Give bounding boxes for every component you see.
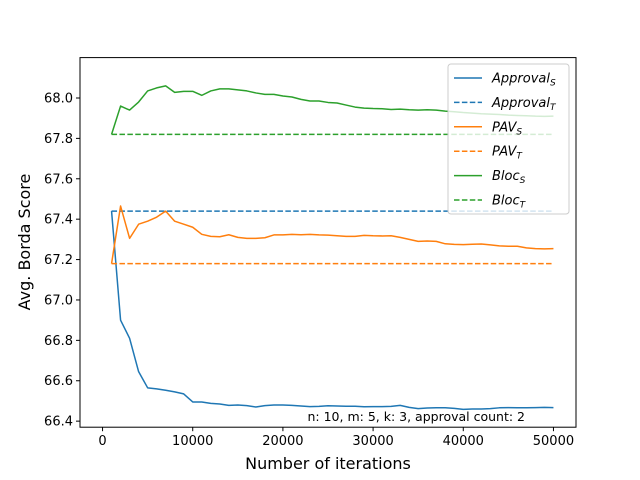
legend-label-base: Bloc <box>492 169 520 184</box>
legend-entry: BlocT <box>492 194 527 211</box>
x-tick-label: 30000 <box>352 434 393 449</box>
legend-label-subscript: T <box>550 103 557 113</box>
legend-label-subscript: T <box>520 201 527 211</box>
series-line-approval-s <box>110 211 554 411</box>
legend-label-base: Approval <box>491 72 550 87</box>
legend-entry: ApprovalS <box>491 72 556 89</box>
x-tick-label: 10000 <box>172 434 213 449</box>
legend-label-base: PAV <box>492 145 517 160</box>
y-tick-label: 67.0 <box>44 293 73 308</box>
legend-label-base: PAV <box>492 120 517 135</box>
y-tick-label: 67.4 <box>44 213 73 228</box>
y-tick-label: 66.6 <box>44 374 73 389</box>
legend-entry: PAVS <box>492 120 522 137</box>
legend-label-subscript: S <box>516 127 522 137</box>
chart-annotation: n: 10, m: 5, k: 3, approval count: 2 <box>308 409 526 424</box>
y-tick-label: 68.0 <box>44 91 73 106</box>
x-axis-label: Number of iterations <box>245 454 411 473</box>
x-tick-label: 20000 <box>262 434 303 449</box>
x-tick-label: 0 <box>98 434 106 449</box>
legend-label-subscript: S <box>550 79 556 89</box>
legend-entry: ApprovalT <box>491 96 557 113</box>
legend-entry: BlocS <box>492 169 526 186</box>
y-axis-label: Avg. Borda Score <box>15 174 34 311</box>
y-tick-label: 67.2 <box>44 253 73 268</box>
plot-frame <box>79 57 577 428</box>
x-axis-ticks: 0 10000 20000 30000 40000 50000 <box>98 427 574 449</box>
x-tick-label: 40000 <box>443 434 484 449</box>
legend-frame <box>447 63 570 215</box>
x-tick-label: 50000 <box>533 434 574 449</box>
y-tick-label: 67.8 <box>44 132 73 147</box>
legend-label-base: Approval <box>491 96 550 111</box>
y-axis-ticks: 66.4 66.6 66.8 67.0 67.2 67.4 67.6 67.8 68.0 <box>44 91 80 430</box>
y-tick-label: 66.4 <box>44 415 73 430</box>
legend-label-base: Bloc <box>492 194 520 209</box>
legend-entry: PAVT <box>492 145 523 162</box>
series-line-pav-s <box>110 205 554 264</box>
y-tick-label: 67.6 <box>44 172 73 187</box>
legend-label-subscript: S <box>520 176 526 186</box>
legend-label-subscript: T <box>516 152 523 162</box>
y-tick-label: 66.8 <box>44 334 73 349</box>
